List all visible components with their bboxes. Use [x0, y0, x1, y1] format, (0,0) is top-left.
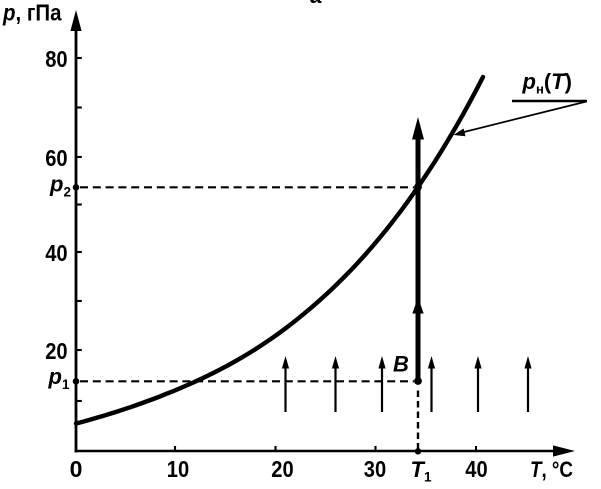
svg-text:10: 10 [167, 456, 189, 482]
svg-text:40: 40 [465, 456, 487, 482]
svg-text:p, гПа: p, гПа [2, 0, 62, 26]
svg-text:а: а [310, 0, 322, 8]
svg-text:60: 60 [45, 145, 67, 171]
svg-text:20: 20 [45, 338, 67, 364]
svg-text:pн(T): pн(T) [522, 69, 572, 96]
svg-text:В: В [393, 351, 409, 376]
svg-text:0: 0 [70, 456, 83, 482]
svg-text:20: 20 [271, 456, 293, 482]
svg-text:80: 80 [45, 46, 67, 72]
svg-text:T, °C: T, °C [530, 457, 573, 482]
svg-text:30: 30 [364, 456, 386, 482]
svg-text:40: 40 [45, 240, 67, 266]
